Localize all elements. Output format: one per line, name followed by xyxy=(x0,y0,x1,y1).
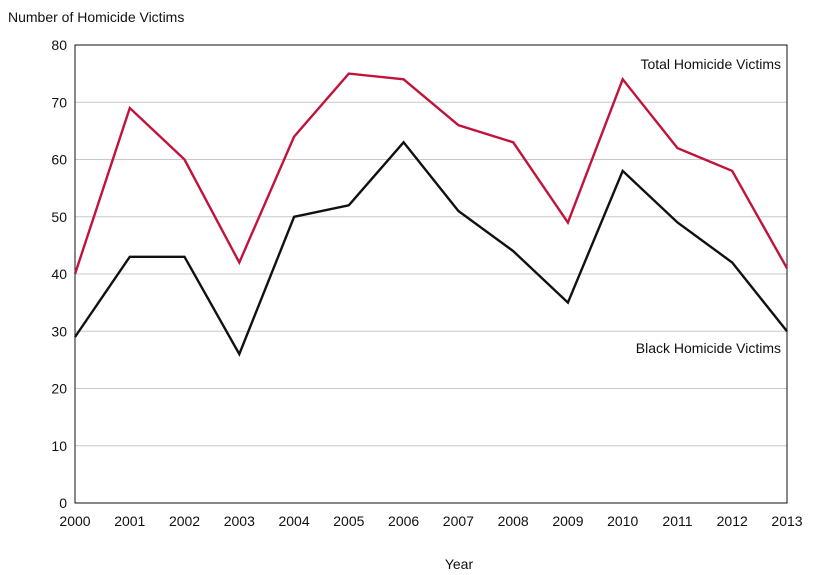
x-tick-label: 2011 xyxy=(662,513,692,529)
x-tick-label: 2002 xyxy=(169,513,200,529)
x-tick-label: 2005 xyxy=(333,513,364,529)
x-tick-label: 2012 xyxy=(717,513,748,529)
x-tick-label: 2009 xyxy=(552,513,583,529)
x-axis-ticks: 2000 2001 2002 2003 2004 2005 2006 2007 2008 2009… xyxy=(59,513,802,529)
x-axis-title: Year xyxy=(445,556,474,572)
x-tick-label: 2008 xyxy=(498,513,529,529)
series-label-total: Total Homicide Victims xyxy=(640,56,781,72)
y-axis-ticks: 0 10 20 30 40 50 60 70 80 xyxy=(51,37,67,511)
gridlines xyxy=(75,101,787,447)
series-lines xyxy=(73,72,789,357)
x-tick-label: 2004 xyxy=(278,513,309,529)
y-axis-title: Number of Homicide Victims xyxy=(8,9,184,25)
y-tick-label: 50 xyxy=(51,209,67,225)
y-tick-label: 10 xyxy=(51,438,67,454)
y-tick-label: 60 xyxy=(51,152,67,168)
x-tick-label: 2001 xyxy=(114,513,145,529)
y-tick-label: 20 xyxy=(51,381,67,397)
x-tick-label: 2010 xyxy=(607,513,638,529)
y-tick-label: 30 xyxy=(51,323,67,339)
x-tick-label: 2000 xyxy=(59,513,90,529)
x-tick-label: 2006 xyxy=(388,513,419,529)
y-tick-label: 70 xyxy=(51,94,67,110)
x-tick-label: 2013 xyxy=(771,513,802,529)
series-line-total xyxy=(73,72,789,275)
x-tick-label: 2003 xyxy=(224,513,255,529)
y-tick-label: 0 xyxy=(59,495,67,511)
x-tick-label: 2007 xyxy=(443,513,474,529)
y-tick-label: 40 xyxy=(51,266,67,282)
y-tick-label: 80 xyxy=(51,37,67,53)
series-line-black xyxy=(74,140,788,357)
series-label-black: Black Homicide Victims xyxy=(636,340,781,356)
